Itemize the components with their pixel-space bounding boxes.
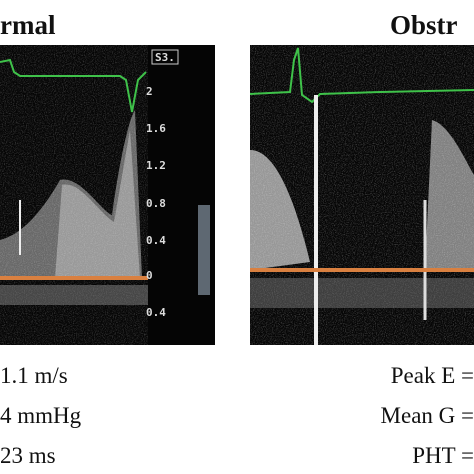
measurement: PHT = (412, 443, 474, 468)
left-panel: S3. 2 1.6 1.2 0.8 0.4 0 0.4 (0, 45, 215, 345)
doppler-signal (250, 45, 474, 345)
doppler-signal (0, 45, 148, 345)
scale-label: 0 (146, 269, 153, 282)
scale-label: 0.4 (146, 234, 166, 247)
right-panel (250, 45, 474, 345)
measurement: 1.1 m/s (0, 363, 68, 388)
scale-label: 1.2 (146, 159, 166, 172)
scale-box-label: S3. (155, 51, 175, 64)
measurement: Peak E = (391, 363, 474, 388)
measurement: 4 mmHg (0, 403, 82, 428)
measurement: 23 ms (0, 443, 56, 468)
measurement: Mean G = (381, 403, 474, 428)
color-bar (198, 205, 210, 295)
scale-label: 1.6 (146, 122, 166, 135)
scale-label: 0.4 (146, 306, 166, 319)
scale-label: 0.8 (146, 197, 166, 210)
panel-title: Obstr (390, 10, 458, 40)
scale-label: 2 (146, 85, 153, 98)
panel-title: rmal (0, 10, 56, 40)
scale-box (151, 49, 179, 65)
